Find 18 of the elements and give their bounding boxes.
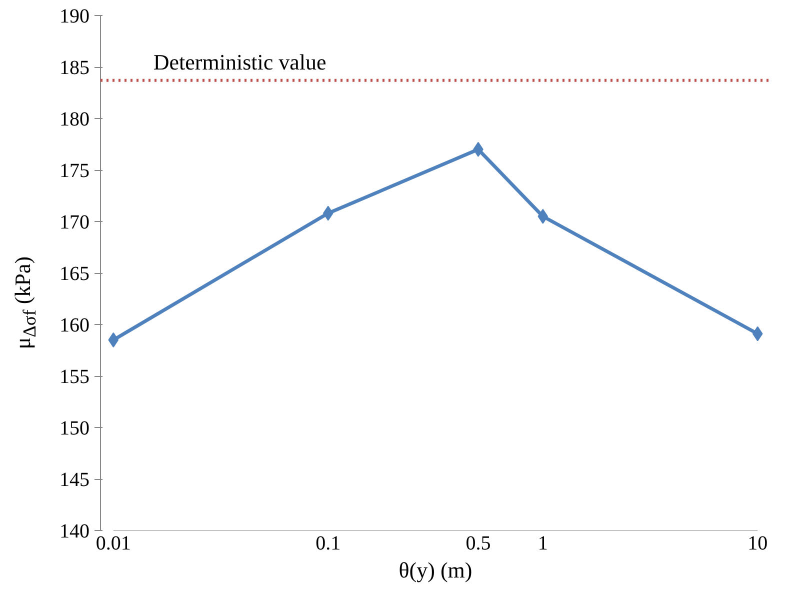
ref-line-label: Deterministic value — [153, 49, 326, 74]
y-tick-label: 185 — [60, 57, 90, 79]
y-tick-label: 150 — [60, 418, 90, 440]
y-tick-label: 155 — [60, 366, 90, 388]
y-tick-label: 170 — [60, 212, 90, 234]
y-tick-label: 160 — [60, 314, 90, 336]
x-tick-label: 0.1 — [316, 532, 341, 554]
y-tick-label: 165 — [60, 263, 90, 285]
y-tick-label: 190 — [60, 6, 90, 28]
x-tick-label: 1 — [538, 532, 548, 554]
x-axis-title: θ(y) (m) — [398, 558, 472, 582]
y-tick-label: 145 — [60, 469, 90, 491]
y-tick-label: 180 — [60, 108, 90, 130]
x-tick-label: 0.01 — [96, 532, 131, 554]
y-tick-label: 175 — [60, 160, 90, 182]
x-tick-label: 10 — [748, 532, 768, 554]
y-tick-label: 140 — [60, 520, 90, 542]
x-tick-label: 0.5 — [466, 532, 491, 554]
